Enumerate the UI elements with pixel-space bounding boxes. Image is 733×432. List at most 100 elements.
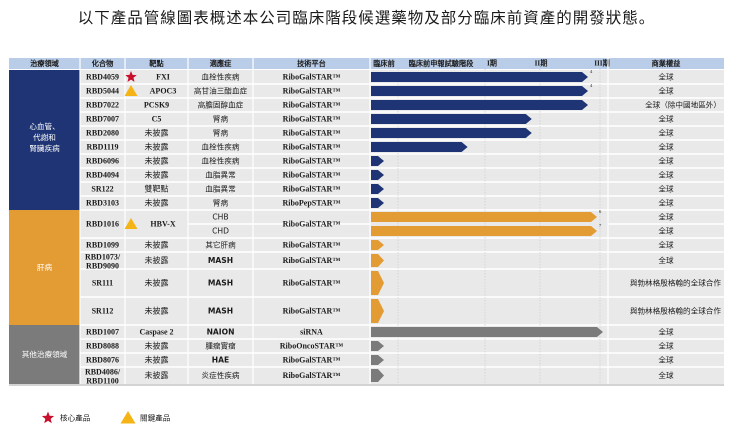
commercial-rights: 與勃林格殷格翰的全球合作 — [630, 306, 722, 316]
platform-name: RiboGalSTAR™ — [283, 241, 341, 250]
commercial-rights: 全球 — [658, 128, 674, 138]
compound-name: RBD5044 — [86, 87, 119, 96]
commercial-rights: 全球 — [658, 198, 674, 208]
platform-name: RiboGalSTAR™ — [283, 185, 341, 194]
indication-name: CHB — [212, 213, 228, 222]
pipeline-progress-bar — [371, 100, 588, 110]
target-name: 未披露 — [145, 142, 169, 152]
therapy-area-label: 其他治療領域 — [22, 349, 68, 359]
pipeline-progress-bar — [371, 226, 597, 236]
commercial-rights: 全球 — [658, 212, 674, 222]
row-background — [80, 196, 724, 210]
commercial-rights: 與勃林格殷格翰的全球合作 — [630, 278, 722, 288]
footnote-marker: 6 — [599, 209, 602, 214]
indication-name: HAE — [212, 356, 229, 365]
target-name: 未披露 — [145, 341, 169, 351]
header-9: III期 — [594, 59, 610, 68]
compound-name: RBD4094 — [86, 171, 119, 180]
header-7: I期 — [487, 59, 497, 68]
pipeline-progress-bar — [371, 128, 532, 138]
indication-name: 高甘油三酯血症 — [194, 86, 248, 96]
indication-name: 其它肝病 — [205, 240, 236, 250]
therapy-area-block — [9, 210, 80, 325]
commercial-rights: 全球 — [658, 341, 674, 351]
target-name: 未披露 — [145, 255, 169, 265]
platform-name: RiboGalSTAR™ — [283, 256, 341, 265]
platform-name: RiboGalSTAR™ — [283, 220, 341, 229]
pipeline-progress-bar — [371, 114, 532, 124]
pipeline-progress-bar — [371, 327, 603, 337]
platform-name: RiboPepSTAR™ — [282, 199, 340, 208]
compound-name: RBD1099 — [86, 241, 119, 250]
pipeline-progress-bar — [371, 271, 384, 295]
legend-label-core: 核心產品 — [60, 413, 91, 423]
header-8: II期 — [535, 59, 548, 68]
compound-name: RBD2080 — [86, 129, 119, 138]
target-name: 未披露 — [145, 278, 169, 288]
pipeline-progress-bar — [371, 341, 384, 351]
compound-name: RBD4059 — [86, 73, 119, 82]
platform-name: RiboGalSTAR™ — [283, 279, 341, 288]
row-background — [80, 269, 724, 297]
indication-name: MASH — [208, 279, 233, 288]
target-name: 未披露 — [145, 198, 169, 208]
target-name: 未披露 — [145, 355, 169, 365]
compound-name: RBD1007 — [86, 328, 119, 337]
row-background — [80, 168, 724, 182]
therapy-area-label: 心血管、代謝和腎臟疾病 — [29, 121, 60, 153]
header-4: 技術平台 — [297, 59, 326, 68]
pipeline-progress-bar — [371, 355, 384, 365]
pipeline-progress-bar — [371, 170, 384, 180]
footnote-marker: 4 — [590, 69, 593, 74]
row-background — [80, 252, 724, 269]
target-name: 未披露 — [145, 370, 169, 380]
commercial-rights: 全球 — [658, 240, 674, 250]
target-name: 未披露 — [145, 240, 169, 250]
therapy-area-label: 肝病 — [37, 262, 53, 272]
pipeline-progress-bar — [371, 240, 384, 250]
row-background — [80, 182, 724, 196]
header-2: 靶點 — [149, 59, 164, 68]
indication-name: NAION — [207, 328, 235, 337]
indication-name: CHD — [212, 227, 229, 236]
pipeline-progress-bar — [371, 369, 384, 382]
indication-name: 腎病 — [213, 114, 229, 124]
indication-name: 血脂異常 — [205, 170, 235, 180]
compound-name: RBD1016 — [86, 220, 119, 229]
platform-name: RiboGalSTAR™ — [283, 157, 341, 166]
platform-name: RiboGalSTAR™ — [283, 87, 341, 96]
commercial-rights: 全球 — [658, 156, 674, 166]
commercial-rights: 全球 — [658, 327, 674, 337]
indication-name: 腎病 — [213, 128, 229, 138]
row-background — [80, 297, 724, 325]
platform-name: RiboOncoSTAR™ — [280, 342, 343, 351]
commercial-rights: 全球 — [658, 170, 674, 180]
platform-name: RiboGalSTAR™ — [283, 171, 341, 180]
therapy-area-block — [9, 70, 80, 210]
platform-name: RiboGalSTAR™ — [283, 307, 341, 316]
target-name: APOC3 — [150, 87, 177, 96]
platform-name: RiboGalSTAR™ — [283, 371, 341, 380]
target-name: Caspase 2 — [139, 328, 173, 337]
header-6: 臨床前申報試驗階段 — [409, 59, 475, 68]
indication-name: 炎症性疾病 — [202, 370, 240, 380]
row-background — [80, 238, 724, 252]
commercial-rights: 全球 — [658, 370, 674, 380]
indication-name: MASH — [208, 307, 233, 316]
row-background — [80, 353, 724, 367]
compound-name: RBD8076 — [86, 356, 119, 365]
indication-name: 血脂異常 — [205, 184, 235, 194]
header-5: 臨床前 — [373, 59, 395, 68]
commercial-rights: 全球 — [658, 72, 674, 82]
legend-triangle-icon — [120, 411, 136, 424]
indication-name: 血栓性疾病 — [202, 142, 240, 152]
footnote-marker: 7 — [599, 223, 602, 228]
target-name: 未披露 — [145, 156, 169, 166]
commercial-rights: 全球（除中國地區外） — [645, 100, 721, 110]
pipeline-progress-bar — [371, 184, 384, 194]
header-background — [9, 58, 724, 69]
row-background — [80, 339, 724, 353]
compound-name: RBD8088 — [86, 342, 119, 351]
target-name: 雙靶點 — [145, 184, 169, 194]
